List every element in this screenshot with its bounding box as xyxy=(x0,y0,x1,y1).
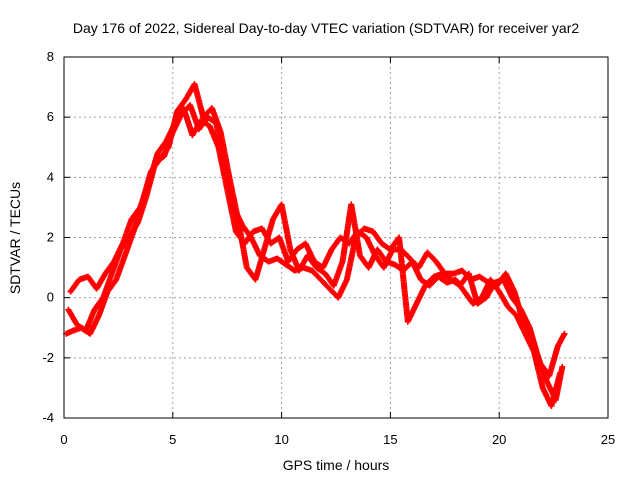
y-axis-label: SDTVAR / TECUs xyxy=(7,182,23,294)
y-tick-label: -4 xyxy=(42,410,54,425)
x-axis-label: GPS time / hours xyxy=(283,457,390,473)
y-tick-label: -2 xyxy=(42,350,54,365)
x-tick-label: 20 xyxy=(492,432,506,447)
series-group xyxy=(65,102,566,403)
y-tick-label: 2 xyxy=(47,230,54,245)
chart-title: Day 176 of 2022, Sidereal Day-to-day VTE… xyxy=(73,20,579,36)
data-point xyxy=(561,330,568,337)
series-group xyxy=(67,105,568,379)
y-tick-label: 6 xyxy=(47,109,54,124)
data-series xyxy=(63,81,568,409)
x-tick-label: 0 xyxy=(60,432,67,447)
x-tick-label: 25 xyxy=(601,432,615,447)
series-group xyxy=(63,81,564,409)
x-tick-label: 15 xyxy=(383,432,397,447)
data-point xyxy=(559,363,566,370)
y-tick-label: 4 xyxy=(47,169,54,184)
axis-ticks: 0 5 10 15 20 25 -4 -2 0 2 4 6 8 xyxy=(42,49,615,447)
y-tick-label: 0 xyxy=(47,290,54,305)
y-tick-label: 8 xyxy=(47,49,54,64)
grid-lines xyxy=(64,57,608,418)
x-tick-label: 5 xyxy=(169,432,176,447)
x-tick-label: 10 xyxy=(274,432,288,447)
